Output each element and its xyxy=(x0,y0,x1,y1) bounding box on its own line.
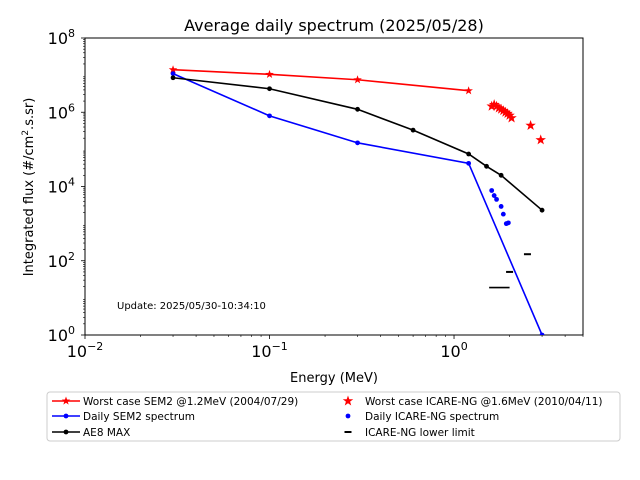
legend-daily-icare-ng-spectrum-label: Daily ICARE-NG spectrum xyxy=(365,411,499,423)
y-tick-label: 108 xyxy=(48,27,75,48)
update-annotation: Update: 2025/05/30-10:34:10 xyxy=(117,301,266,312)
worst-case-icare-ng-1-6mev-2010-04-11-series xyxy=(486,99,546,145)
daily-sem2-spectrum-point xyxy=(466,160,472,166)
worst-case-sem2-1-2mev-2004-07-29-point xyxy=(353,75,362,84)
legend-worst-case-sem2-1-2mev-2004-07-29: Worst case SEM2 @1.2MeV (2004/07/29) xyxy=(52,396,298,408)
legend-worst-case-icare-ng-1-6mev-2010-04-11-marker xyxy=(342,395,354,406)
worst-case-icare-ng-1-6mev-2010-04-11-point xyxy=(506,112,517,123)
daily-sem2-spectrum-point xyxy=(539,332,545,335)
ae8-max-point xyxy=(170,75,176,81)
legend-ae8-max-label: AE8 MAX xyxy=(83,427,130,439)
legend-daily-sem2-spectrum-label: Daily SEM2 spectrum xyxy=(83,411,195,423)
x-axis-label: Energy (MeV) xyxy=(290,371,378,386)
worst-case-icare-ng-1-6mev-2010-04-11-point xyxy=(504,109,515,120)
daily-icare-ng-spectrum-point xyxy=(505,220,511,226)
ae8-max-point xyxy=(498,172,504,178)
axes-frame xyxy=(84,37,584,336)
legend-frame xyxy=(46,391,621,442)
y-tick-label: 102 xyxy=(48,250,75,271)
ae8-max-line xyxy=(172,76,543,211)
legend-worst-case-icare-ng-1-6mev-2010-04-11-label: Worst case ICARE-NG @1.6MeV (2010/04/11) xyxy=(365,396,603,408)
y-tick-label: 104 xyxy=(48,176,75,197)
worst-case-icare-ng-1-6mev-2010-04-11-point xyxy=(498,105,509,116)
worst-case-sem2-1-2mev-2004-07-29-line xyxy=(173,68,469,92)
legend-daily-sem2-spectrum: Daily SEM2 spectrum xyxy=(52,411,195,423)
legend: Worst case SEM2 @1.2MeV (2004/07/29) Dail… xyxy=(46,391,621,442)
data-layer xyxy=(168,65,546,335)
daily-icare-ng-spectrum-point xyxy=(494,196,499,202)
worst-case-icare-ng-1-6mev-2010-04-11-point xyxy=(493,102,505,113)
daily-icare-ng-spectrum-point xyxy=(491,193,497,198)
legend-daily-sem2-spectrum-marker xyxy=(63,413,69,419)
y-axis-label: Integrated flux (#/cm2.s.sr) xyxy=(21,98,37,277)
x-tick-label: 10−1 xyxy=(251,340,288,361)
ae8-max-point xyxy=(484,163,489,169)
ae8-max-point xyxy=(267,86,272,92)
daily-sem2-spectrum-point xyxy=(355,140,360,146)
worst-case-icare-ng-1-6mev-2010-04-11-point xyxy=(488,99,500,110)
y-tick-label: 106 xyxy=(48,101,75,122)
ae8-max-series xyxy=(170,75,545,213)
x-tick-label: 100 xyxy=(440,340,467,361)
legend-icare-ng-lower-limit: ICARE-NG lower limit xyxy=(344,427,475,439)
worst-case-sem2-1-2mev-2004-07-29-point xyxy=(168,65,178,74)
x-tick-label: 10−2 xyxy=(67,340,104,361)
ae8-max-point xyxy=(539,207,545,213)
worst-case-icare-ng-1-6mev-2010-04-11-point xyxy=(525,119,536,130)
legend-ae8-max: AE8 MAX xyxy=(52,427,130,439)
worst-case-icare-ng-1-6mev-2010-04-11-point xyxy=(502,108,513,119)
daily-sem2-spectrum-point xyxy=(170,71,176,76)
worst-case-icare-ng-1-6mev-2010-04-11-point xyxy=(491,100,502,111)
daily-sem2-spectrum-line xyxy=(172,72,543,335)
legend-items: Worst case SEM2 @1.2MeV (2004/07/29) Dail… xyxy=(52,395,603,439)
legend-worst-case-sem2-1-2mev-2004-07-29-marker xyxy=(61,396,71,405)
legend-daily-icare-ng-spectrum: Daily ICARE-NG spectrum xyxy=(345,411,499,423)
worst-case-icare-ng-1-6mev-2010-04-11-point xyxy=(486,100,497,111)
ae8-max-point xyxy=(466,151,472,157)
daily-icare-ng-spectrum-point xyxy=(500,211,506,217)
legend-worst-case-icare-ng-1-6mev-2010-04-11: Worst case ICARE-NG @1.6MeV (2010/04/11) xyxy=(342,395,603,408)
daily-icare-ng-spectrum-point xyxy=(498,204,504,209)
daily-icare-ng-spectrum-point xyxy=(489,188,495,193)
daily-sem2-spectrum-point xyxy=(267,113,272,119)
worst-case-icare-ng-1-6mev-2010-04-11-point xyxy=(500,106,511,117)
worst-case-sem2-1-2mev-2004-07-29-point xyxy=(265,69,274,78)
worst-case-icare-ng-1-6mev-2010-04-11-point xyxy=(535,134,546,145)
worst-case-sem2-1-2mev-2004-07-29-series xyxy=(168,65,473,95)
chart-title: Average daily spectrum (2025/05/28) xyxy=(184,16,484,35)
ae8-max-point xyxy=(355,106,360,112)
plot-area: 10−2 10−1 100 100 102 104 106 108 xyxy=(48,27,584,361)
ae8-max-point xyxy=(410,127,416,133)
y-tick-label: 100 xyxy=(48,324,75,345)
legend-daily-icare-ng-spectrum-marker xyxy=(345,413,351,419)
icare-ng-lower-limit-series xyxy=(506,253,531,273)
worst-case-sem2-1-2mev-2004-07-29-point xyxy=(464,86,473,95)
worst-case-icare-ng-1-6mev-2010-04-11-point xyxy=(495,103,507,114)
legend-icare-ng-lower-limit-label: ICARE-NG lower limit xyxy=(365,427,475,439)
daily-sem2-spectrum-series xyxy=(170,71,545,335)
daily-icare-ng-spectrum-series xyxy=(489,188,511,227)
legend-worst-case-sem2-1-2mev-2004-07-29-label: Worst case SEM2 @1.2MeV (2004/07/29) xyxy=(83,396,298,408)
legend-ae8-max-marker xyxy=(63,429,69,435)
